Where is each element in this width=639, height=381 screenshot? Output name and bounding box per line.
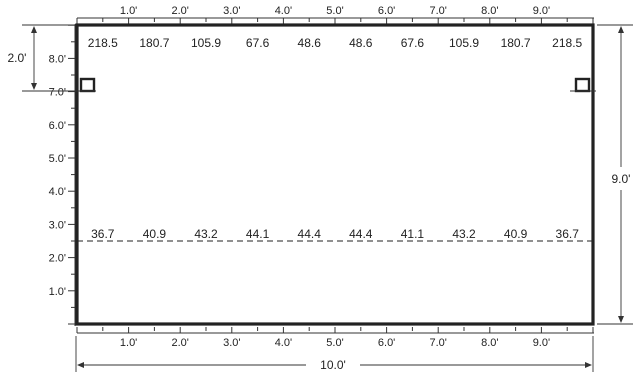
top-ruler-label: 4.0' [275,5,292,17]
top-ruler-label: 7.0' [429,5,446,17]
width-dimension: 10.0' [75,336,594,372]
left-ruler-label: 6.0' [49,120,66,132]
left-ruler-ticks: 1.0' 2.0' 3.0' 4.0' 5.0' 6.0' 7.0' 8.0' [49,24,75,325]
left-ruler-label: 1.0' [49,286,66,298]
bottom-ruler-label: 2.0' [171,337,188,349]
dashed-row-value: 36.7 [91,227,115,241]
top-row-value: 48.6 [349,36,373,50]
bottom-ruler-label: 9.0' [533,337,550,349]
left-fixture-icon [70,77,96,93]
bottom-ruler-label: 7.0' [429,337,446,349]
top-offset-label: 2.0' [8,51,27,65]
dashed-row-value: 41.1 [401,227,425,241]
left-ruler-label: 5.0' [49,153,66,165]
left-ruler-label: 4.0' [49,186,66,198]
dashed-row-value: 44.4 [349,227,373,241]
top-row-value: 48.6 [298,36,322,50]
dashed-row-values: 36.7 40.9 43.2 44.1 44.4 44.4 41.1 43.2 40.9 36.7 [91,227,579,241]
top-offset-dimension: 2.0' [8,24,74,92]
height-label: 9.0' [612,172,631,186]
top-row-values: 218.5 180.7 105.9 67.6 48.6 48.6 67.6 105.9 180.… [88,36,583,50]
top-ruler-label: 5.0' [326,5,343,17]
top-row-value: 105.9 [449,36,479,50]
top-row-value: 218.5 [88,36,118,50]
dashed-row-value: 43.2 [194,227,218,241]
dashed-row-value: 36.7 [556,227,580,241]
top-row-value: 105.9 [191,36,221,50]
left-ruler-label: 8.0' [49,53,66,65]
left-ruler-label: 2.0' [49,253,66,265]
dashed-row-value: 44.1 [246,227,270,241]
bottom-ruler-ticks: 1.0' 2.0' 3.0' 4.0' 5.0' 6.0' 7.0' 8.0' 9.0' [76,327,594,349]
bottom-ruler-label: 3.0' [223,337,240,349]
right-fixture-icon [570,77,596,93]
height-dimension: 9.0' [597,24,633,325]
left-ruler-label: 3.0' [49,219,66,231]
room-outline [75,23,595,326]
bottom-ruler-label: 8.0' [481,337,498,349]
top-ruler-label: 1.0' [120,5,137,17]
dashed-row-value: 44.4 [298,227,322,241]
dashed-row-value: 40.9 [504,227,528,241]
top-row-value: 218.5 [552,36,582,50]
top-row-value: 67.6 [246,36,270,50]
width-label: 10.0' [320,358,346,372]
top-row-value: 180.7 [501,36,531,50]
top-ruler-label: 3.0' [223,5,240,17]
bottom-ruler-label: 6.0' [378,337,395,349]
bottom-ruler-label: 1.0' [120,337,137,349]
top-ruler-label: 6.0' [378,5,395,17]
top-ruler-label: 9.0' [533,5,550,17]
dashed-row-value: 43.2 [452,227,476,241]
bottom-ruler-label: 4.0' [275,337,292,349]
top-ruler-label: 2.0' [171,5,188,17]
dashed-row-value: 40.9 [143,227,167,241]
top-row-value: 180.7 [139,36,169,50]
top-row-value: 67.6 [401,36,425,50]
top-ruler-ticks: 1.0' 2.0' 3.0' 4.0' 5.0' 6.0' 7.0' 8.0' 9.0' [76,5,594,24]
bottom-ruler-label: 5.0' [326,337,343,349]
top-ruler-label: 8.0' [481,5,498,17]
left-ruler-label: 7.0' [49,87,66,99]
